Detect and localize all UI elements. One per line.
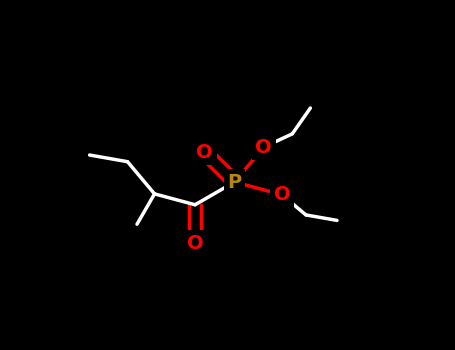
Text: O: O [197,143,213,162]
Text: P: P [228,173,242,191]
Text: O: O [187,234,203,253]
Text: O: O [255,138,272,157]
Text: O: O [273,185,290,204]
